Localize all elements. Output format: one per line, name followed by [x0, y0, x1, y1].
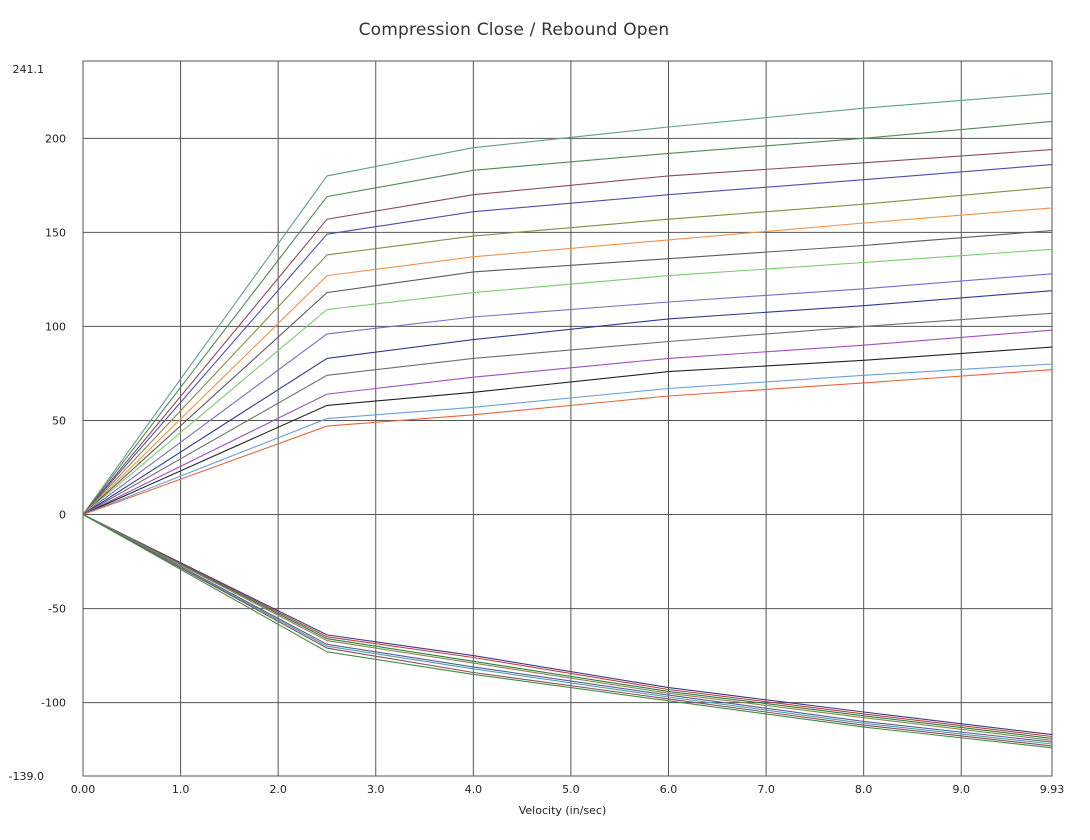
series-line-6 [82, 207, 1053, 515]
x-tick-label: 1.0 [172, 783, 190, 796]
series-line-22 [82, 514, 1053, 747]
x-tick-label: 0.00 [71, 783, 96, 796]
series-line-1 [82, 92, 1053, 515]
series-line-8 [82, 248, 1053, 515]
y-tick-label: 100 [45, 320, 66, 333]
y-tick-label: -139.0 [9, 770, 44, 783]
x-tick-label: 6.0 [660, 783, 678, 796]
x-tick-label: 5.0 [562, 783, 580, 796]
x-tick-label: 8.0 [855, 783, 873, 796]
series-line-10 [82, 290, 1053, 515]
x-tick-label: 4.0 [465, 783, 483, 796]
x-tick-label: 7.0 [757, 783, 775, 796]
x-axis-title: Velocity (in/sec) [519, 804, 607, 817]
series-line-3 [82, 149, 1053, 515]
series-line-15 [82, 369, 1053, 516]
y-tick-label: 150 [45, 226, 66, 239]
y-tick-label: 241.1 [13, 63, 45, 76]
series-line-14 [82, 363, 1053, 516]
chart-title: Compression Close / Rebound Open [358, 20, 670, 40]
x-tick-label: 9.93 [1040, 783, 1065, 796]
y-tick-label: 0 [59, 509, 66, 522]
x-tick-label: 2.0 [269, 783, 287, 796]
y-tick-label: 200 [45, 132, 66, 145]
plot-frame [82, 60, 1053, 777]
y-tick-label: 50 [52, 414, 66, 427]
series-line-18 [82, 514, 1053, 739]
x-tick-label: 3.0 [367, 783, 385, 796]
series-line-11 [82, 312, 1053, 515]
series-line-21 [82, 514, 1053, 745]
y-tick-label: -50 [48, 603, 66, 616]
series-line-7 [82, 229, 1053, 515]
y-tick-label: -100 [41, 697, 66, 710]
series-line-12 [82, 329, 1053, 515]
series-line-13 [82, 346, 1053, 516]
series-line-2 [82, 120, 1053, 515]
series-line-23 [82, 514, 1053, 749]
series-line-17 [82, 514, 1053, 738]
series-line-4 [82, 164, 1053, 515]
series-line-16 [82, 514, 1053, 736]
series-line-9 [82, 273, 1053, 515]
series-line-19 [82, 514, 1053, 741]
x-tick-label: 9.0 [952, 783, 970, 796]
series-line-20 [82, 514, 1053, 743]
series-line-5 [82, 186, 1053, 515]
